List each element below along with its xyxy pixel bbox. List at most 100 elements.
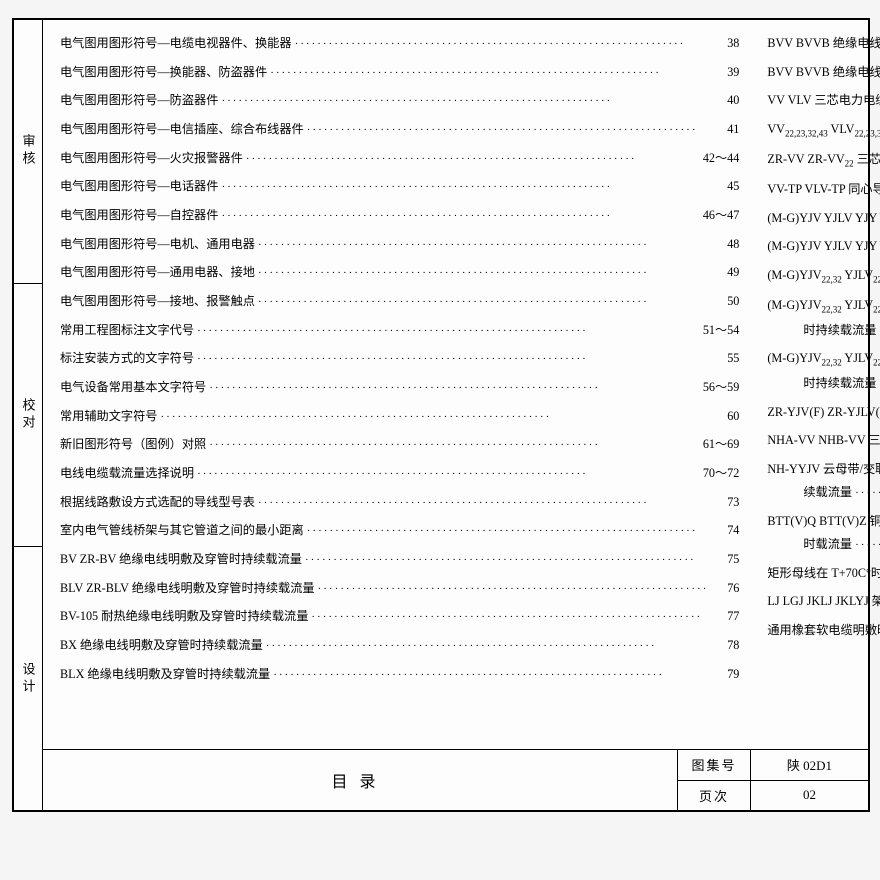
toc-entry: 室内电气管线桥架与其它管道之间的最小距离 74 <box>60 519 739 542</box>
side-cell-design: 设计 <box>14 547 42 810</box>
toc-entry: BX 绝缘电线明敷及穿管时持续载流量 78 <box>60 634 739 657</box>
toc-entry-title: (M-G)YJV22,32 YJLV22,32 0.6/1kV 三芯电力电缆土壤… <box>767 294 880 319</box>
toc-entry: BVV BVVB 绝缘电线穿管暗敷时持续载流量81 <box>767 61 880 84</box>
toc-entry: BLV ZR-BLV 绝缘电线明敷及穿管时持续载流量76 <box>60 577 739 600</box>
toc-right-column: BVV BVVB 绝缘电线明敷时持续载流量80 BVV BVVB 绝缘电线穿管暗敷… <box>767 32 880 738</box>
toc-entry-continuation: 时载流量94 <box>767 533 880 556</box>
toc-entry: 电气图用图形符号—电缆电视器件、换能器38 <box>60 32 739 55</box>
toc-entry-continuation: 时持续载流量89 <box>767 319 880 342</box>
toc-entry-title: 电气图用图形符号—电话器件 <box>60 175 218 198</box>
toc-entry: VV22,23,32,43 VLV22,23,32,43 三芯电力电缆土壤中直敷… <box>767 118 880 143</box>
toc-entry-continuation: 续载流量93 <box>767 481 880 504</box>
toc-entry-page: 70～72 <box>703 462 740 485</box>
toc-entry-page: 79 <box>711 663 739 686</box>
toc-entry: BV ZR-BV 绝缘电线明敷及穿管时持续载流量75 <box>60 548 739 571</box>
book-value: 陕 02D1 <box>751 750 868 780</box>
toc-entry-page: 50 <box>711 290 739 313</box>
toc-entry-title: (M-G)YJV YJLV YJY YJLY三芯电力电缆明敷时持续载流量 <box>767 207 880 230</box>
side-label-strip: 审核 校对 设计 <box>14 20 43 810</box>
footer: 目录 图集号 陕 02D1 页次 02 <box>42 749 868 810</box>
toc-entry: 电气图用图形符号—电信插座、综合布线器件 41 <box>60 118 739 141</box>
toc-entry-title: 电气图用图形符号—电信插座、综合布线器件 <box>60 118 304 141</box>
toc-entry-continuation: 时持续载流量90 <box>767 372 880 395</box>
toc-entry-title: 电气图用图形符号—通用电器、接地 <box>60 261 255 284</box>
toc-entry-page: 61～69 <box>703 433 740 456</box>
toc-entry-title: 电气图用图形符号—接地、报警触点 <box>60 290 255 313</box>
toc-entry: 电气图用图形符号—电机、通用电器 48 <box>60 233 739 256</box>
toc-entry-page: 73 <box>711 491 739 514</box>
toc-entry-title: 室内电气管线桥架与其它管道之间的最小距离 <box>60 519 304 542</box>
toc-entry-page: 41 <box>711 118 739 141</box>
toc-entry: (M-G)YJV22,32 YJLV22,32 12/20kV 三芯电力电缆土壤… <box>767 347 880 395</box>
page-value: 02 <box>751 781 868 811</box>
toc-entry: 新旧图形符号（图例）对照61～69 <box>60 433 739 456</box>
toc-entry: 根据线路敷设方式选配的导线型号表 73 <box>60 491 739 514</box>
toc-entry-page: 56～59 <box>703 376 740 399</box>
toc-entry: NHA-VV NHB-VV 三芯耐火电力电缆明敷时持续载流量92 <box>767 429 880 452</box>
toc-entry-page: 75 <box>711 548 739 571</box>
toc-entry: (M-G)YJV22,32 YJLV22,32 三芯电力电缆明敷时持续载流量88 <box>767 264 880 289</box>
toc-entry-page: 48 <box>711 233 739 256</box>
toc-entry-title: 电气设备常用基本文字符号 <box>60 376 206 399</box>
toc-entry: (M-G)YJV YJLV YJY YJLY三芯电力电缆土壤中穿管时持续载流量8… <box>767 235 880 258</box>
toc-entry: BV-105 耐热绝缘电线明敷及穿管时持续载流量77 <box>60 605 739 628</box>
toc-entry: ZR-YJV(F) ZR-YJLV(F) 三芯阻燃辐照电力电缆持续载流量91 <box>767 401 880 424</box>
toc-entry-title: BVV BVVB 绝缘电线穿管暗敷时持续载流量 <box>767 61 880 84</box>
book-label: 图集号 <box>678 750 751 780</box>
toc-entry: 电气图用图形符号—自控器件 46～47 <box>60 204 739 227</box>
toc-entry-title: 通用橡套软电缆明敷时持续载流量 <box>767 619 880 642</box>
toc-entry-title: LJ LGJ JKLJ JKLYJ 架空线路持续载流量 <box>767 590 880 613</box>
toc-entry-title: BX 绝缘电线明敷及穿管时持续载流量 <box>60 634 263 657</box>
toc-entry-title: ZR-VV ZR-VV22 三芯阻燃电力电缆载流量 <box>767 148 880 173</box>
toc-entry: 电气图用图形符号—防盗器件 40 <box>60 89 739 112</box>
toc-entry: VV VLV 三芯电力电缆明暗敷设时持续载流量82 <box>767 89 880 112</box>
toc-entry: BLX 绝缘电线明敷及穿管时持续载流量 79 <box>60 663 739 686</box>
toc-entry-title: 根据线路敷设方式选配的导线型号表 <box>60 491 255 514</box>
footer-meta: 图集号 陕 02D1 页次 02 <box>677 750 868 810</box>
toc-entry-title: 电气图用图形符号—防盗器件 <box>60 89 218 112</box>
page-label: 页次 <box>678 781 751 811</box>
toc-entry-page: 42～44 <box>703 147 740 170</box>
toc-entry-page: 55 <box>711 347 739 370</box>
toc-entry-title: 电气图用图形符号—自控器件 <box>60 204 218 227</box>
toc-entry: 电气图用图形符号—接地、报警触点 50 <box>60 290 739 313</box>
toc-entry: NH-YYJV 云母带/交联聚乙烯三芯耐火电力电缆明敷时持续载流量93 <box>767 458 880 504</box>
toc-entry-title: NHA-VV NHB-VV 三芯耐火电力电缆明敷时持续载流量 <box>767 429 880 452</box>
toc-entry: 电气图用图形符号—电话器件45 <box>60 175 739 198</box>
toc-entry-page: 46～47 <box>703 204 740 227</box>
toc-content: 电气图用图形符号—电缆电视器件、换能器38电气图用图形符号—换能器、防盗器件39… <box>60 32 856 738</box>
toc-entry-title: BVV BVVB 绝缘电线明敷时持续载流量 <box>767 32 880 55</box>
toc-entry-title: BLX 绝缘电线明敷及穿管时持续载流量 <box>60 663 270 686</box>
toc-entry: 电气图用图形符号—火灾报警器件 42～44 <box>60 147 739 170</box>
toc-entry-title: 电气图用图形符号—火灾报警器件 <box>60 147 243 170</box>
toc-entry-page: 74 <box>711 519 739 542</box>
toc-entry-title: NH-YYJV 云母带/交联聚乙烯三芯耐火电力电缆明敷时持 <box>767 458 880 481</box>
toc-entry-title: VV VLV 三芯电力电缆明暗敷设时持续载流量 <box>767 89 880 112</box>
side-cell-review: 审核 <box>14 20 42 284</box>
toc-entry-title: 常用辅助文字符号 <box>60 405 158 428</box>
toc-entry-page: 78 <box>711 634 739 657</box>
toc-entry-title: BLV ZR-BLV 绝缘电线明敷及穿管时持续载流量 <box>60 577 315 600</box>
toc-entry-title: 电线电缆载流量选择说明 <box>60 462 194 485</box>
toc-entry-title: VV-TP VLV-TP 同心导体三芯电力电缆载流量 <box>767 178 880 201</box>
toc-entry-title: 常用工程图标注文字代号 <box>60 319 194 342</box>
toc-entry: LJ LGJ JKLJ JKLYJ 架空线路持续载流量97 <box>767 590 880 613</box>
toc-entry: BTT(V)Q BTT(V)Z 铜芯铜护套矿物绝缘防火电力电缆明敷时载流量94 <box>767 510 880 556</box>
toc-entry: (M-G)YJV22,32 YJLV22,32 0.6/1kV 三芯电力电缆土壤… <box>767 294 880 342</box>
side-cell-check: 校对 <box>14 284 42 548</box>
toc-entry-page: 51～54 <box>703 319 740 342</box>
toc-entry: 电气设备常用基本文字符号 56～59 <box>60 376 739 399</box>
toc-entry: 矩形母线在 T+70C°时载流量95～96 <box>767 562 880 585</box>
toc-entry: VV-TP VLV-TP 同心导体三芯电力电缆载流量85 <box>767 178 880 201</box>
toc-entry-page: 40 <box>711 89 739 112</box>
toc-entry-title: 标注安装方式的文字符号 <box>60 347 194 370</box>
toc-entry-title: (M-G)YJV22,32 YJLV22,32 12/20kV 三芯电力电缆土壤… <box>767 347 880 372</box>
toc-entry-page: 60 <box>711 405 739 428</box>
toc-entry-page: 49 <box>711 261 739 284</box>
toc-entry-title: (M-G)YJV YJLV YJY YJLY三芯电力电缆土壤中穿管时持续载流量 <box>767 235 880 258</box>
footer-title: 目录 <box>42 750 677 810</box>
toc-entry: BVV BVVB 绝缘电线明敷时持续载流量80 <box>767 32 880 55</box>
toc-entry-title: 电气图用图形符号—电机、通用电器 <box>60 233 255 256</box>
toc-entry: 常用辅助文字符号 60 <box>60 405 739 428</box>
toc-left-column: 电气图用图形符号—电缆电视器件、换能器38电气图用图形符号—换能器、防盗器件39… <box>60 32 739 738</box>
